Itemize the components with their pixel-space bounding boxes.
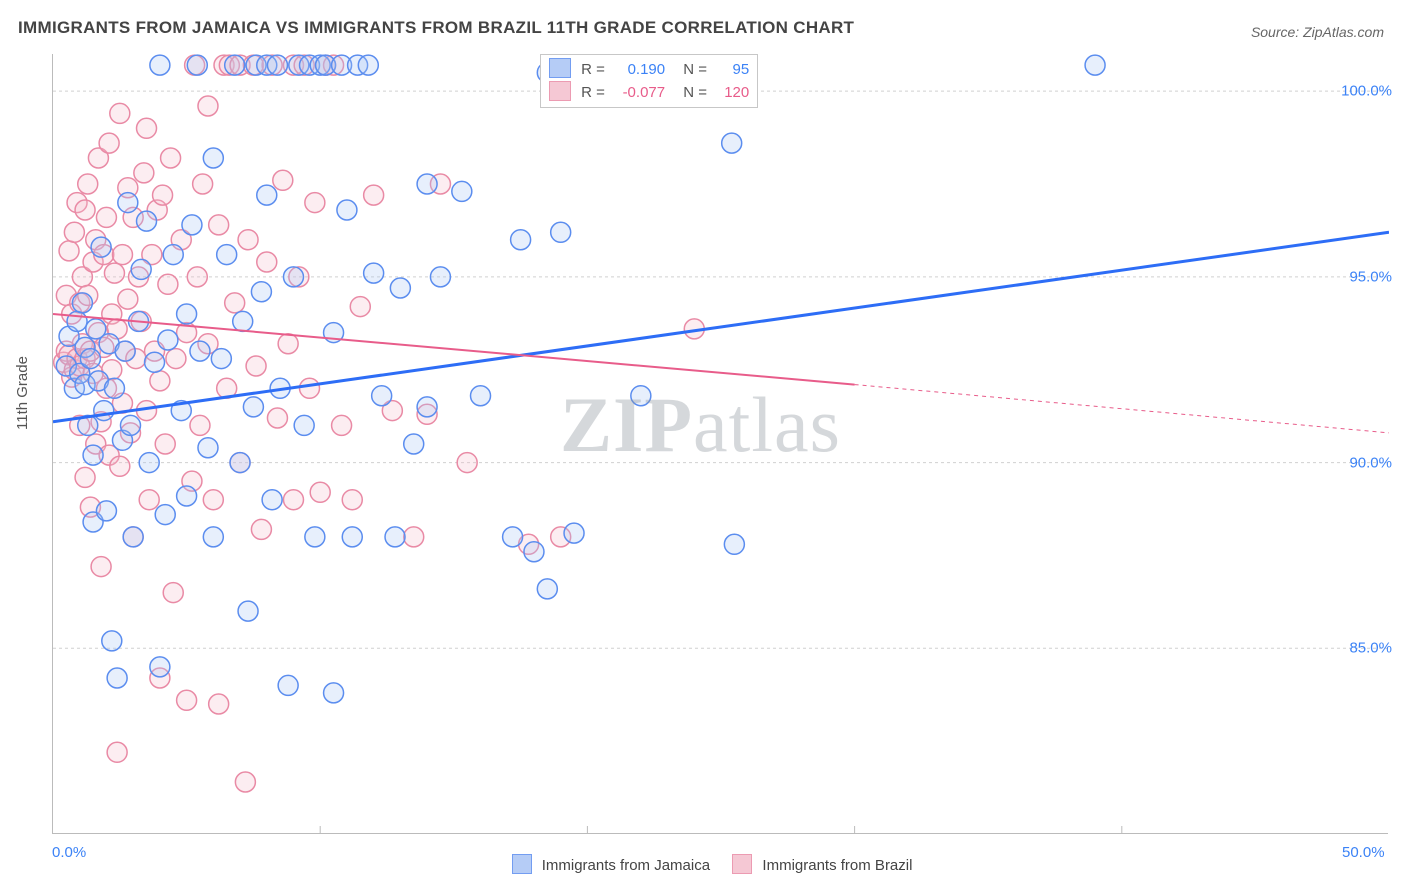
- stats-row-2: R = -0.077 N = 120: [549, 81, 749, 104]
- x-tick-label: 0.0%: [52, 844, 86, 861]
- r-label: R =: [581, 61, 605, 78]
- x-tick-label: 50.0%: [1342, 844, 1385, 861]
- y-axis-label: 11th Grade: [14, 356, 31, 430]
- r-label: R =: [581, 84, 605, 101]
- legend-swatch-jamaica: [549, 58, 571, 78]
- scatter-plot-svg: [53, 54, 1389, 834]
- bottom-label-brazil: Immigrants from Brazil: [762, 857, 912, 874]
- bottom-swatch-brazil: [732, 854, 752, 874]
- y-tick-label: 85.0%: [1349, 640, 1392, 657]
- y-tick-label: 95.0%: [1349, 268, 1392, 285]
- legend-swatch-brazil: [549, 81, 571, 101]
- n-value-jamaica: 95: [715, 59, 749, 81]
- bottom-swatch-jamaica: [512, 854, 532, 874]
- y-tick-label: 90.0%: [1349, 454, 1392, 471]
- stats-legend: R = 0.190 N = 95 R = -0.077 N = 120: [540, 54, 758, 108]
- bottom-label-jamaica: Immigrants from Jamaica: [542, 857, 710, 874]
- chart-title: IMMIGRANTS FROM JAMAICA VS IMMIGRANTS FR…: [18, 18, 854, 38]
- stats-row-1: R = 0.190 N = 95: [549, 58, 749, 81]
- source-label: Source: ZipAtlas.com: [1251, 24, 1384, 40]
- n-label: N =: [683, 61, 707, 78]
- n-label: N =: [683, 84, 707, 101]
- plot-area: [52, 54, 1388, 834]
- bottom-legend: Immigrants from Jamaica Immigrants from …: [0, 854, 1406, 874]
- r-value-brazil: -0.077: [615, 82, 665, 104]
- y-tick-label: 100.0%: [1341, 83, 1392, 100]
- r-value-jamaica: 0.190: [615, 59, 665, 81]
- n-value-brazil: 120: [715, 82, 749, 104]
